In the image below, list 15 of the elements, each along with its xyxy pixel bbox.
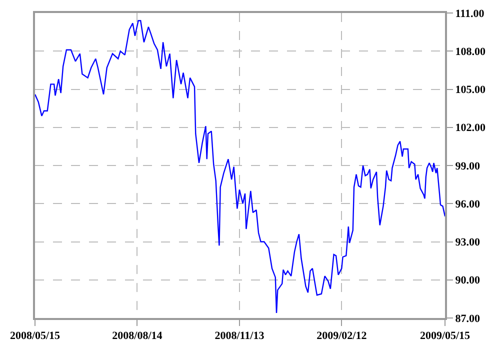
y-tick-label: 108.00: [455, 46, 486, 58]
y-tick-label: 111.00: [455, 8, 485, 20]
x-tick-label: 2008/08/14: [112, 330, 163, 342]
x-tick-label: 2008/05/15: [10, 330, 61, 342]
y-tick-label: 87.00: [455, 312, 480, 325]
x-tick-label: 2008/11/13: [214, 330, 265, 342]
line-series: [35, 20, 445, 314]
y-tick-label: 102.00: [455, 122, 486, 134]
y-tick-label: 96.00: [455, 198, 480, 210]
y-tick-label: 105.00: [455, 84, 486, 96]
y-tick-label: 93.00: [455, 236, 480, 249]
y-tick-label: 90.00: [455, 274, 480, 287]
x-tick-label: 2009/02/12: [316, 330, 368, 342]
x-tick-label: 2009/05/15: [420, 330, 471, 342]
y-tick-label: 99.00: [455, 160, 480, 172]
